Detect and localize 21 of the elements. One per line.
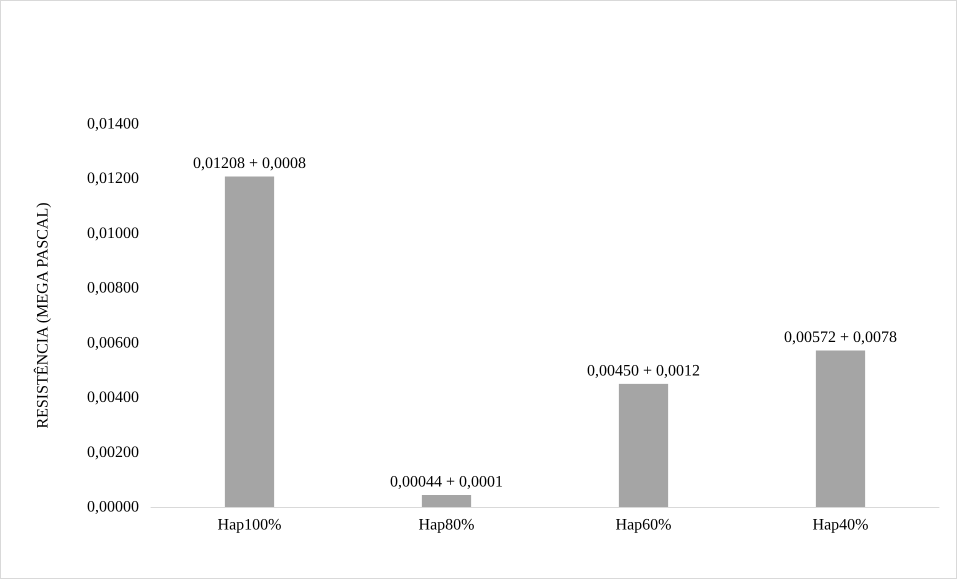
bar <box>618 384 668 507</box>
x-tick-label: Hap80% <box>418 516 474 534</box>
bar <box>816 350 866 507</box>
y-tick-label: 0,00000 <box>87 498 139 516</box>
y-tick-label: 0,00200 <box>87 444 139 461</box>
x-tick-label: Hap60% <box>616 516 672 534</box>
y-tick-label: 0,01000 <box>87 224 139 242</box>
x-tick-label: Hap40% <box>812 516 868 534</box>
data-label: 0,00450 + 0,0012 <box>586 362 700 380</box>
y-tick-label: 0,00400 <box>87 389 139 406</box>
data-label: 0,00572 + 0,0078 <box>784 329 898 346</box>
y-tick-label: 0,01200 <box>87 170 139 188</box>
bar <box>224 176 274 507</box>
y-tick-label: 0,00600 <box>87 334 139 352</box>
y-tick-label: 0,00800 <box>87 280 139 297</box>
data-label: 0,00044 + 0,0001 <box>390 473 504 490</box>
data-label: 0,01208 + 0,0008 <box>192 155 306 172</box>
bar <box>422 494 472 507</box>
y-axis-title: RESISTÊNCIA (MEGA PASCAL) <box>34 202 52 429</box>
x-tick-label: Hap100% <box>218 516 282 534</box>
y-tick-label: 0,01400 <box>87 116 139 132</box>
